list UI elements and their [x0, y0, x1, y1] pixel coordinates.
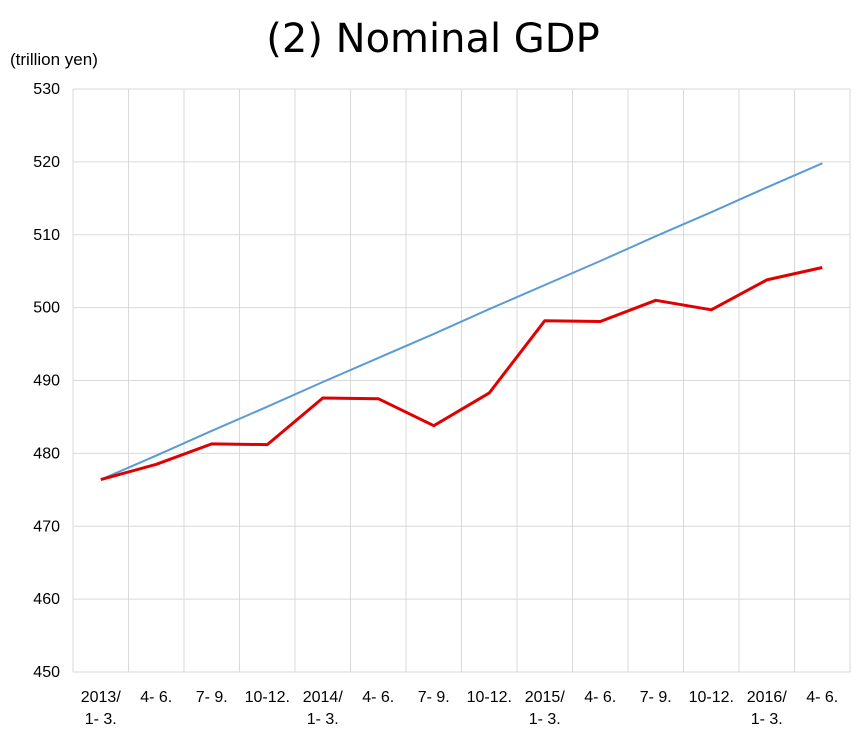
x-tick-label: 7- 9.	[196, 689, 228, 706]
y-tick-label: 460	[33, 591, 60, 608]
y-tick-label: 520	[33, 154, 60, 171]
x-tick-label: 4- 6.	[362, 689, 394, 706]
series-lines	[100, 162, 823, 482]
x-tick-label: 4- 6.	[806, 689, 838, 706]
y-tick-label: 530	[33, 81, 60, 98]
x-tick-label: 2016/1- 3.	[747, 689, 788, 728]
x-tick-label: 10-12.	[245, 689, 290, 706]
y-tick-label: 510	[33, 227, 60, 244]
y-axis-unit-label: (trillion yen)	[10, 50, 98, 69]
y-tick-label: 500	[33, 300, 60, 317]
x-tick-label: 10-12.	[689, 689, 734, 706]
series-line-red	[100, 266, 823, 482]
y-tick-label: 480	[33, 445, 60, 462]
y-tick-label: 450	[33, 664, 60, 681]
y-tick-label: 470	[33, 518, 60, 535]
x-tick-label: 2015/1- 3.	[525, 689, 566, 728]
x-tick-label: 4- 6.	[584, 689, 616, 706]
x-tick-label: 7- 9.	[418, 689, 450, 706]
x-tick-label: 10-12.	[467, 689, 512, 706]
grid-lines	[72, 88, 851, 673]
y-axis-ticks: 450 460 470 480 490 500 510 520 530	[33, 81, 60, 681]
x-tick-label: 2014/1- 3.	[303, 689, 344, 728]
x-tick-label: 2013/1- 3.	[81, 689, 122, 728]
x-axis-ticks: 2013/1- 3. 4- 6. 7- 9. 10-12. 2014/1- 3. 4- 6…	[81, 689, 839, 728]
y-tick-label: 490	[33, 373, 60, 390]
x-tick-label: 7- 9.	[640, 689, 672, 706]
chart-title: (2) Nominal GDP	[266, 16, 600, 62]
series-line-blue	[100, 162, 823, 481]
x-tick-label: 4- 6.	[140, 689, 172, 706]
